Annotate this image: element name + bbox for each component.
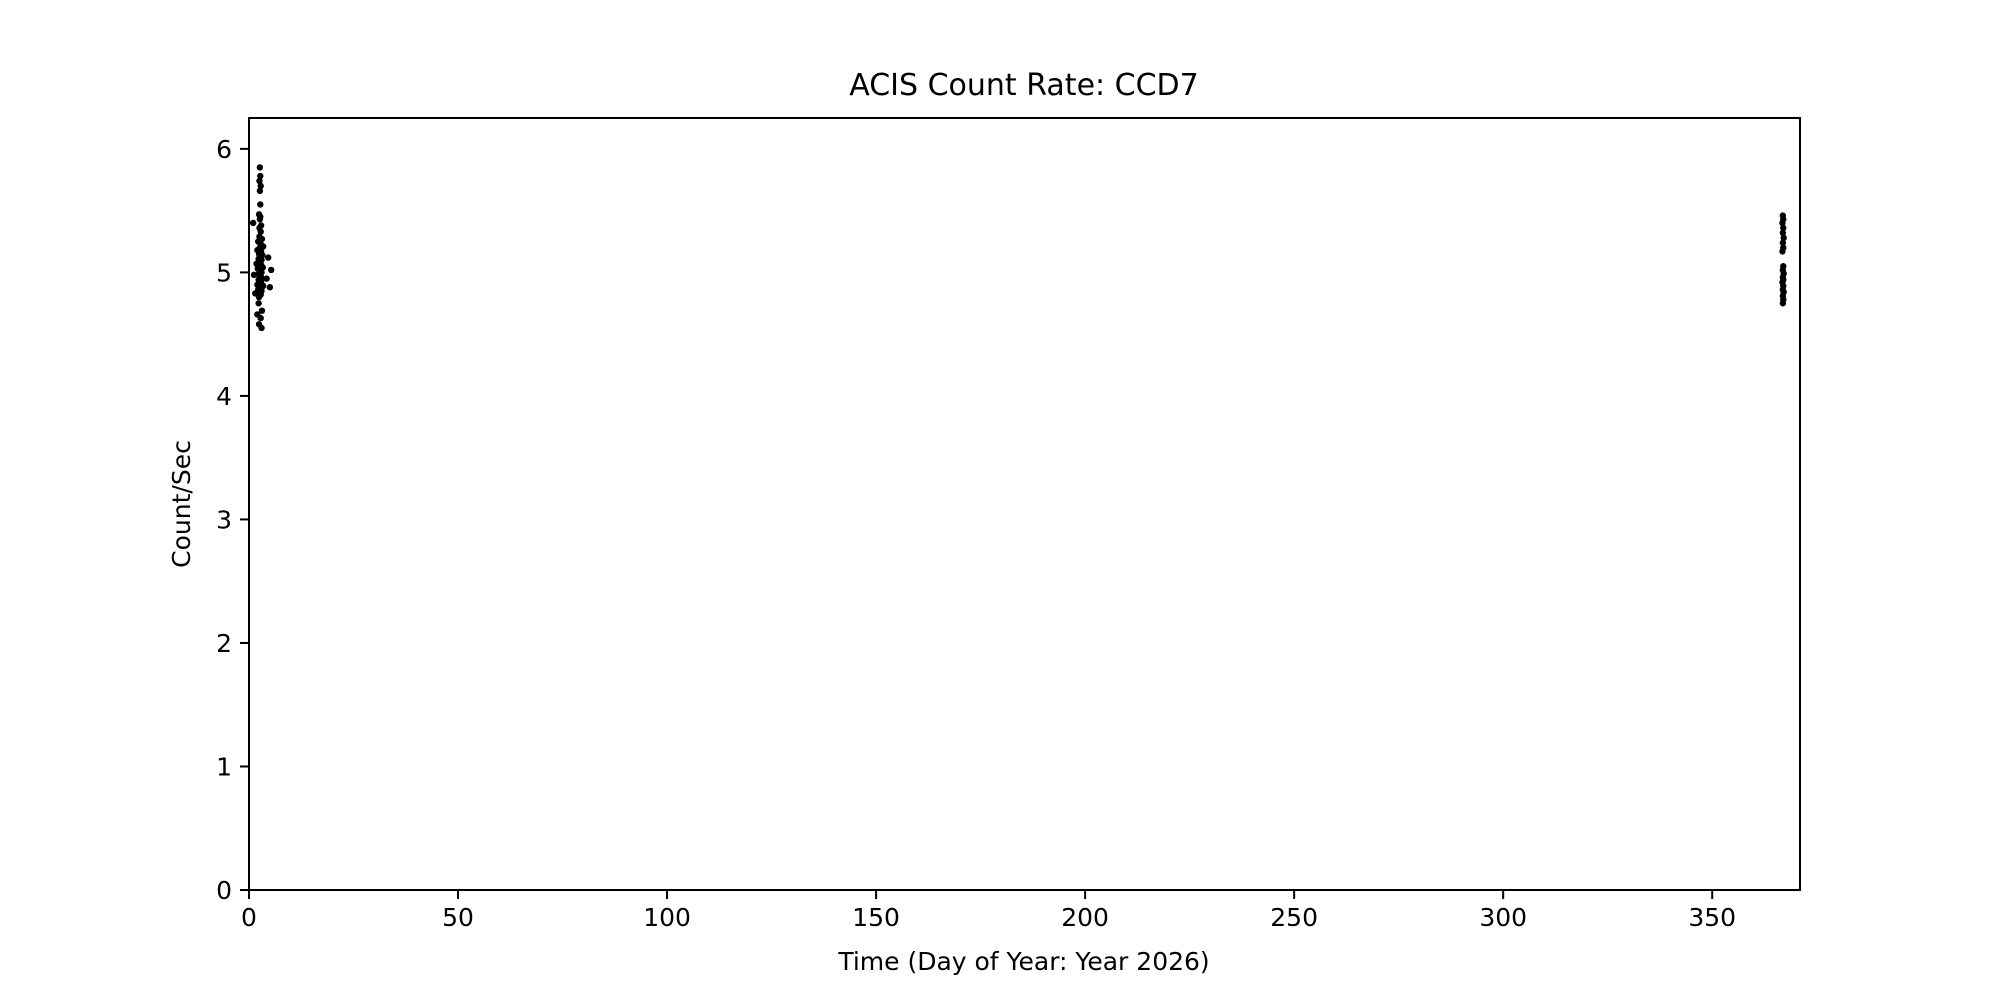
data-point xyxy=(256,177,263,185)
data-point xyxy=(255,300,262,307)
data-point xyxy=(1779,219,1786,227)
plot-area: 0 50 100 150 200 250 300 350 0 1 2 3 4 5 6 xyxy=(216,135,1787,932)
data-point xyxy=(257,228,264,235)
x-axis-label: Time (Day of Year: Year 2026) xyxy=(837,947,1209,976)
data-point xyxy=(249,219,257,227)
data-point xyxy=(1779,300,1787,307)
data-point xyxy=(1779,248,1786,255)
data-point xyxy=(258,307,266,314)
data-point xyxy=(1779,239,1787,246)
y-tick-label: 5 xyxy=(216,258,232,287)
y-tick-label: 2 xyxy=(216,629,232,658)
data-point xyxy=(1780,224,1787,232)
x-tick-label: 250 xyxy=(1270,903,1318,932)
x-tick-label: 0 xyxy=(241,903,257,932)
y-axis-label: Count/Sec xyxy=(167,440,196,568)
data-point xyxy=(256,216,264,223)
x-tick-label: 50 xyxy=(442,903,474,932)
data-point xyxy=(257,201,264,208)
data-point xyxy=(1779,229,1787,237)
x-tick-label: 200 xyxy=(1061,903,1109,932)
data-point xyxy=(256,187,264,195)
y-tick-label: 3 xyxy=(216,505,232,534)
y-tick-label: 1 xyxy=(216,752,232,781)
x-tick-label: 150 xyxy=(852,903,900,932)
data-point xyxy=(267,266,275,274)
data-point xyxy=(257,182,264,190)
data-point xyxy=(258,324,265,332)
x-tick-label: 350 xyxy=(1688,903,1736,932)
data-point xyxy=(257,314,264,322)
data-point xyxy=(266,284,274,291)
chart-title: ACIS Count Rate: CCD7 xyxy=(849,68,1199,103)
x-tick-label: 300 xyxy=(1479,903,1527,932)
data-point xyxy=(263,275,270,282)
data-point xyxy=(250,271,258,279)
y-tick-label: 4 xyxy=(216,382,232,411)
y-tick-label: 6 xyxy=(216,135,232,164)
data-point xyxy=(256,164,264,171)
data-point xyxy=(1780,234,1787,242)
plot-border xyxy=(248,117,1801,891)
data-point xyxy=(265,254,272,261)
data-point xyxy=(257,172,264,180)
y-tick-label: 0 xyxy=(216,876,232,905)
data-point xyxy=(255,293,263,301)
x-tick-label: 100 xyxy=(643,903,691,932)
